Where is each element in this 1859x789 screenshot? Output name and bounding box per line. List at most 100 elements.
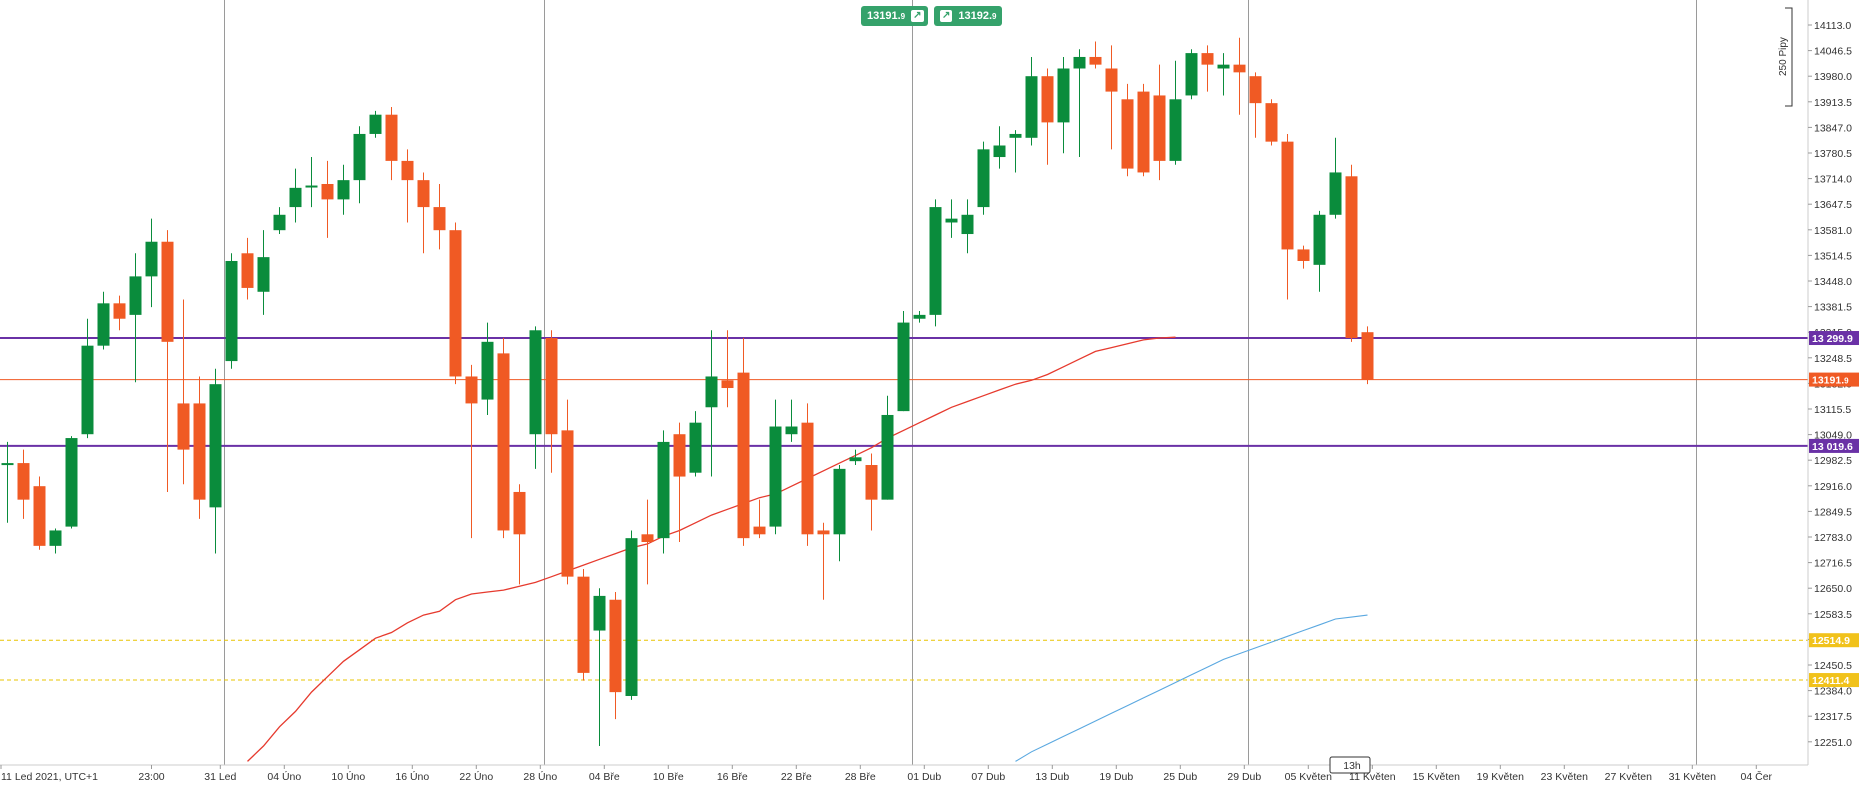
period-separators — [224, 0, 1697, 765]
y-tick-label: 13049.0 — [1814, 430, 1852, 442]
bear-candle — [433, 183, 446, 250]
y-tick-label: 13115.5 — [1814, 404, 1851, 416]
price-axis[interactable]: 14113.0 14046.5 13980.0 13913.5 13847.0 13780… — [1807, 0, 1852, 765]
candle-body — [849, 457, 862, 462]
bull-candle — [65, 436, 78, 529]
bull-candle — [257, 230, 270, 315]
bear-candle — [1089, 41, 1102, 69]
x-tick-label: 27 Květen — [1605, 771, 1652, 783]
bear-candle — [577, 568, 590, 681]
bear-candle — [1201, 45, 1214, 92]
bull-candle — [945, 199, 958, 238]
candle-body — [401, 160, 414, 181]
bull-candle — [689, 411, 702, 477]
candle-body — [1121, 99, 1134, 169]
candle-body — [1057, 68, 1070, 123]
candle-body — [17, 463, 30, 500]
bear-candle — [561, 399, 574, 585]
x-tick-label: 05 Květen — [1285, 771, 1332, 783]
candle-body — [145, 241, 158, 277]
bull-candle — [625, 530, 638, 700]
candle-body — [113, 303, 126, 319]
price-tag-value: 13191. — [1812, 375, 1844, 387]
candle-body — [689, 422, 702, 473]
bear-candle — [1153, 64, 1166, 181]
candle-body — [49, 530, 62, 546]
bear-candle — [609, 592, 622, 720]
price-tag-value: 13 019.6 — [1812, 441, 1853, 453]
bull-candle — [913, 311, 926, 323]
x-tick-label: 11 Květen — [1349, 771, 1396, 783]
price-tag-label: 13 019.6 — [1812, 441, 1853, 453]
candle-body — [65, 438, 78, 527]
y-tick-label: 13847.0 — [1814, 122, 1852, 134]
candle-body — [1153, 95, 1166, 161]
candle-body — [865, 465, 878, 500]
candle-body — [1169, 99, 1182, 161]
sell-price-button[interactable]: 13191.9 ↗ — [861, 6, 928, 26]
candle-body — [481, 341, 494, 400]
candle-body — [1041, 76, 1054, 123]
candle-body — [609, 599, 622, 693]
x-tick-label: 04 Čer — [1741, 770, 1773, 783]
bull-candle — [97, 291, 110, 350]
candle-body — [129, 276, 142, 315]
candle-body — [1345, 176, 1358, 338]
candle-body — [881, 414, 894, 500]
bull-candle — [705, 330, 718, 477]
bull-candle — [1025, 56, 1038, 146]
bull-candle — [785, 399, 798, 442]
bull-candle — [1217, 53, 1230, 96]
candle-body — [1297, 249, 1310, 261]
y-tick-label: 13448.0 — [1814, 276, 1852, 288]
y-tick-label: 12650.0 — [1814, 583, 1852, 595]
bull-candle — [897, 311, 910, 412]
bull-candle — [1169, 60, 1182, 165]
bull-candle — [1073, 49, 1086, 158]
buy-price-button[interactable]: ↗ 13192.9 — [934, 6, 1002, 26]
candle-body — [449, 230, 462, 377]
candle-body — [545, 337, 558, 435]
candle-body — [977, 149, 990, 208]
x-tick-label: 23:00 — [138, 771, 164, 783]
bull-candle — [657, 430, 670, 554]
y-tick-label: 14113.0 — [1814, 20, 1851, 32]
candle-body — [257, 257, 270, 292]
time-marker-label: 13h — [1343, 760, 1361, 772]
y-tick-label: 12783.0 — [1814, 532, 1852, 544]
bull-candle — [1, 441, 14, 523]
candle-body — [769, 426, 782, 527]
bull-candle — [337, 164, 350, 215]
candle-body — [721, 380, 734, 389]
bull-candle — [481, 322, 494, 415]
candle-body — [705, 376, 718, 408]
y-tick-label: 12583.5 — [1814, 609, 1852, 621]
candle-body — [193, 403, 206, 500]
candle-body — [513, 491, 526, 535]
price-tag-background — [1809, 438, 1859, 453]
candle-body — [833, 468, 846, 535]
price-tag-label: 13191.9 — [1812, 375, 1849, 387]
candle-body — [1073, 56, 1086, 69]
x-tick-label: 15 Květen — [1413, 771, 1460, 783]
bear-candle — [1041, 68, 1054, 165]
bear-candle — [721, 330, 734, 408]
bull-candle — [305, 157, 318, 208]
time-axis[interactable]: 11 Led 2021, UTC+1 23:00 31 Led 04 Úno 10 Ún… — [0, 764, 1808, 783]
bull-candle — [225, 253, 238, 369]
moving-average-layer — [247, 336, 1368, 762]
time-marker: 13h — [1329, 756, 1371, 774]
buy-price-label: 13192.9 — [958, 9, 997, 22]
bear-candle — [673, 422, 686, 543]
y-tick-label: 12716.5 — [1814, 558, 1852, 570]
y-tick-label: 13714.0 — [1814, 174, 1852, 186]
y-tick-label: 13913.5 — [1814, 97, 1852, 109]
y-tick-label: 13780.5 — [1814, 148, 1852, 160]
sell-price-label: 13191.9 — [867, 9, 906, 22]
candle-body — [1, 463, 14, 466]
x-tick-label: 07 Dub — [971, 771, 1005, 783]
bear-candle — [449, 222, 462, 385]
bull-candle — [1313, 210, 1326, 292]
